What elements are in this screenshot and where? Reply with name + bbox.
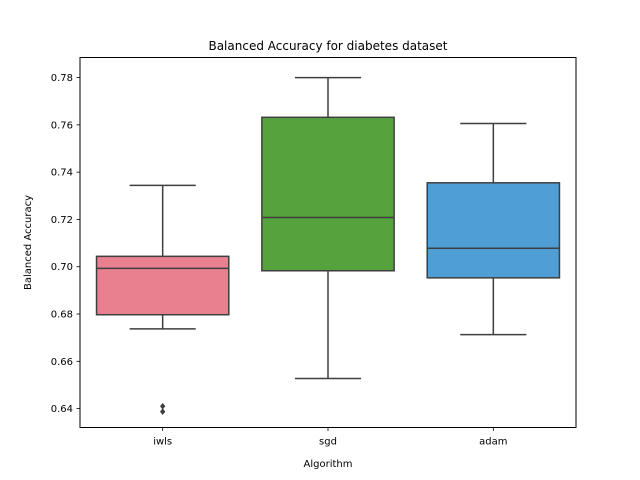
x-tick-label: sgd xyxy=(319,437,337,448)
chart-title: Balanced Accuracy for diabetes dataset xyxy=(208,39,447,53)
outlier-point xyxy=(159,402,166,410)
box-series xyxy=(95,76,561,416)
y-tick-label: 0.78 xyxy=(51,73,73,84)
y-tick-label: 0.68 xyxy=(51,310,73,321)
y-axis-label: Balanced Accuracy xyxy=(23,195,34,290)
iqr-box xyxy=(95,255,230,316)
y-tick-label: 0.66 xyxy=(51,357,73,368)
x-tick-label: iwls xyxy=(153,437,172,448)
y-tick-label: 0.76 xyxy=(51,120,73,131)
box-iwls xyxy=(95,184,230,416)
x-axis-label: Algorithm xyxy=(304,459,353,470)
plot-area-frame xyxy=(79,57,577,428)
y-tick-label: 0.72 xyxy=(51,215,73,226)
box-adam xyxy=(426,122,561,336)
y-axis-ticks: 0.64 0.66 0.68 0.70 0.72 0.74 0.76 0.78 xyxy=(51,73,80,415)
y-tick-label: 0.64 xyxy=(51,404,73,415)
y-tick-label: 0.74 xyxy=(51,168,73,179)
iqr-box xyxy=(261,116,395,272)
box-sgd xyxy=(261,76,395,380)
x-axis-ticks: iwls sgd adam xyxy=(153,427,508,448)
x-tick-label: adam xyxy=(479,437,507,448)
iqr-box xyxy=(426,182,561,279)
outlier-point xyxy=(159,408,166,416)
y-tick-label: 0.70 xyxy=(51,262,73,273)
